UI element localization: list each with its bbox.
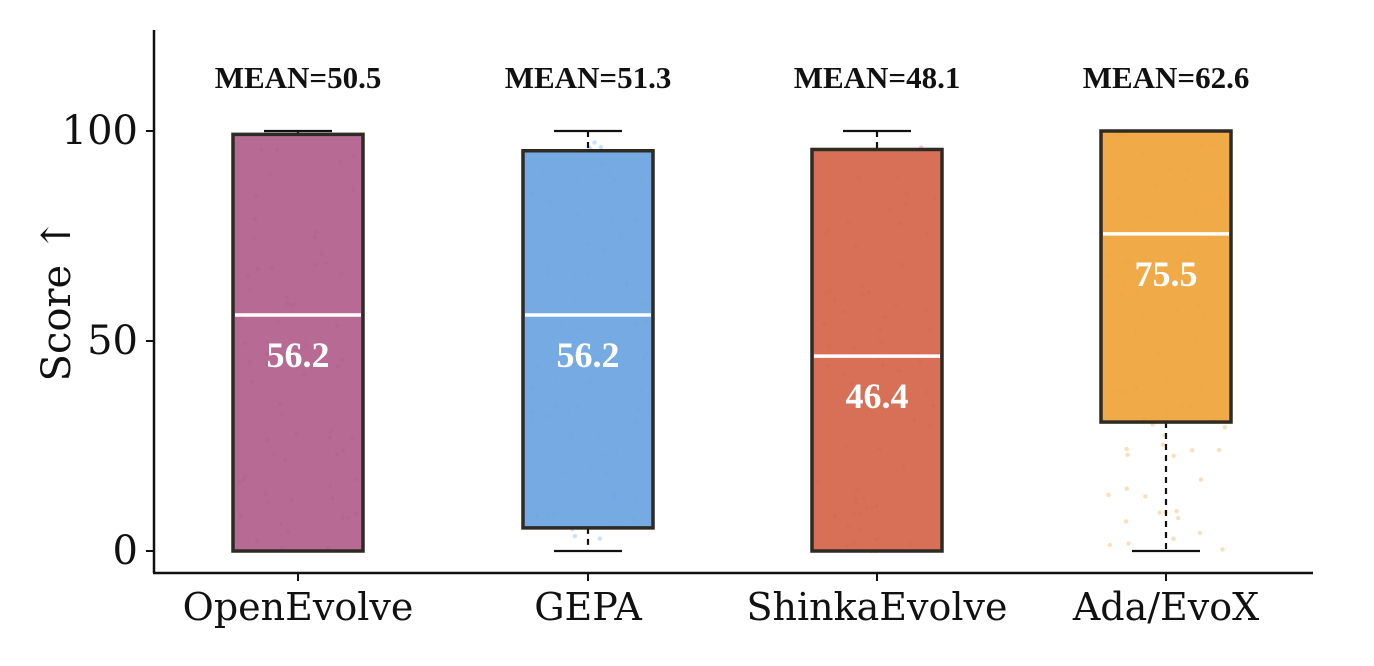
median-label-openevolve: 56.2 <box>267 335 330 375</box>
data-point <box>572 534 578 539</box>
y-tick-label-0: 0 <box>113 528 138 574</box>
data-point <box>1174 509 1179 514</box>
data-point <box>1107 542 1113 548</box>
ticks-layer: 0 50 100 <box>62 108 1167 581</box>
data-point <box>1190 448 1195 453</box>
mean-label-openevolve: MEAN=50.5 <box>215 60 382 95</box>
mean-label-gepa: MEAN=51.3 <box>505 60 672 95</box>
axes-layer: Score ↑ <box>34 30 1313 575</box>
mean-label-ada-evox: MEAN=62.6 <box>1083 60 1250 95</box>
boxes-layer <box>231 129 1233 553</box>
data-point <box>1198 477 1204 482</box>
data-point <box>592 140 597 145</box>
data-point <box>1143 494 1148 499</box>
data-point <box>597 536 602 541</box>
data-point <box>1216 447 1222 453</box>
data-point <box>1220 547 1225 552</box>
box-ada-evox <box>1099 129 1233 424</box>
median-label-ada-evox: 75.5 <box>1135 254 1198 294</box>
data-point <box>1197 530 1203 536</box>
y-tick-label-50: 50 <box>87 318 138 364</box>
data-point <box>1106 492 1111 497</box>
box-openevolve <box>231 132 365 553</box>
data-point <box>1126 541 1131 546</box>
x-tick-label-shinkaevolve: ShinkaEvolve <box>746 585 1007 629</box>
data-point <box>1124 446 1129 452</box>
mean-label-shinkaevolve: MEAN=48.1 <box>794 60 961 95</box>
data-point <box>1157 510 1163 515</box>
data-point <box>1123 519 1129 524</box>
data-point <box>1125 452 1130 457</box>
x-tick-label-openevolve: OpenEvolve <box>183 585 414 629</box>
y-tick-label-100: 100 <box>62 108 138 154</box>
data-point <box>1160 442 1166 447</box>
y-axis-label: Score ↑ <box>34 219 80 382</box>
data-point <box>1124 486 1130 491</box>
labels-layer: OpenEvolve 56.2 MEAN=50.5 GEPA 56.2 MEAN=51.3… <box>183 60 1260 629</box>
data-point <box>1171 453 1176 458</box>
data-point <box>1171 536 1176 541</box>
median-label-shinkaevolve: 46.4 <box>846 376 909 416</box>
median-label-gepa: 56.2 <box>557 335 620 375</box>
data-point <box>1176 515 1181 521</box>
data-point <box>1222 425 1228 430</box>
x-tick-label-gepa: GEPA <box>534 585 642 629</box>
data-point <box>598 144 604 150</box>
box-shinkaevolve <box>810 147 944 553</box>
jitter-points-layer <box>236 132 1228 554</box>
box-gepa <box>521 148 655 530</box>
x-tick-label-ada-evox: Ada/EvoX <box>1072 585 1259 629</box>
